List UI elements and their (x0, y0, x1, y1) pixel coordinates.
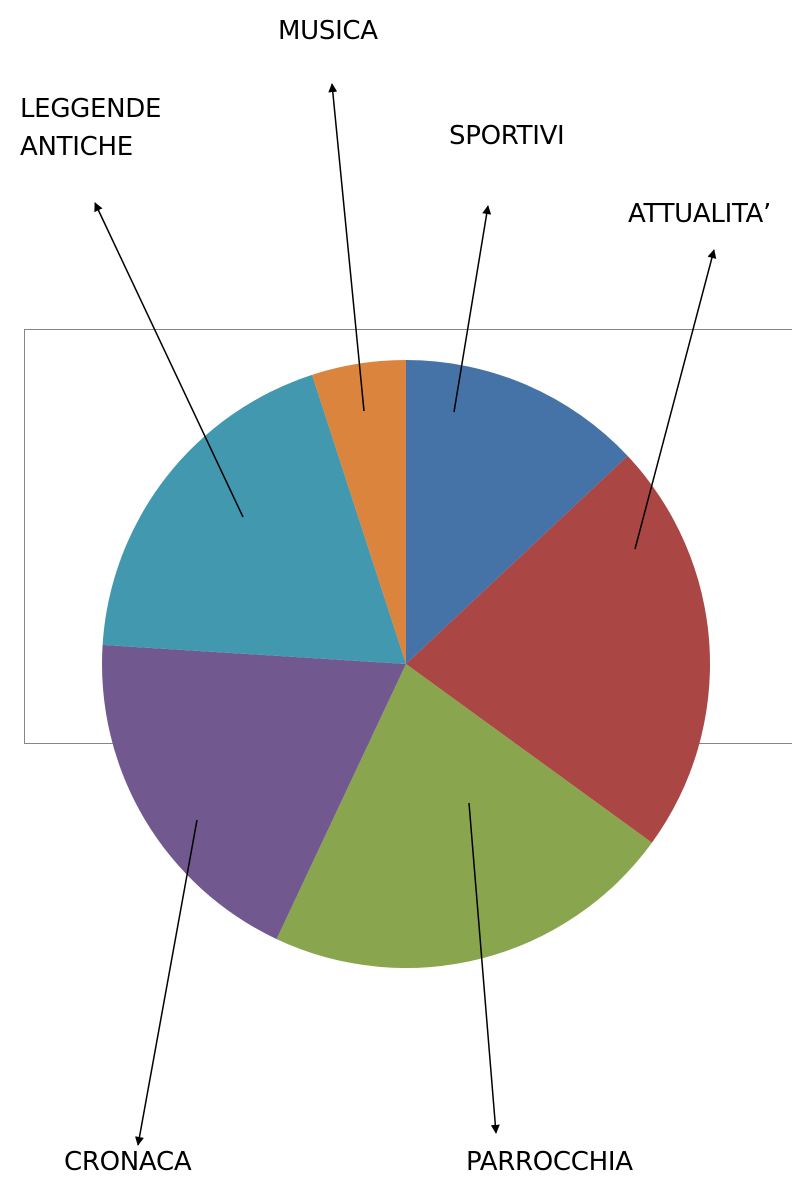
label-cronaca: CRONACA (64, 1143, 192, 1181)
arrow-leggende-antiche (94, 202, 244, 518)
label-leggende-text: LEGGENDE (20, 94, 162, 124)
label-cronaca-text: CRONACA (64, 1147, 192, 1177)
label-musica-text: MUSICA (278, 16, 378, 46)
arrow-musica (328, 83, 365, 412)
pie-slice-parrocchia (276, 664, 652, 969)
label-attualita: ATTUALITA’ (628, 195, 771, 233)
label-attualita-text: ATTUALITA’ (628, 199, 771, 229)
label-musica: MUSICA (278, 12, 378, 50)
pie-slice-cronaca (101, 644, 407, 940)
arrow-sportivi (453, 205, 492, 413)
label-sportivi-text: SPORTIVI (449, 121, 565, 151)
arrow-parrocchia (468, 802, 500, 1134)
pie-slice-sportivi (406, 360, 628, 664)
pie-slice-leggende-antiche (102, 374, 406, 664)
arrow-cronaca (135, 819, 198, 1146)
label-leggende-antiche: LEGGENDE ANTICHE (20, 90, 161, 166)
label-antiche-text: ANTICHE (20, 132, 133, 162)
label-sportivi: SPORTIVI (449, 117, 565, 155)
pie-slice-musica (312, 360, 406, 664)
label-arrows (94, 83, 717, 1146)
arrow-attualita (634, 249, 717, 550)
label-parrocchia: PARROCCHIA (466, 1143, 633, 1181)
label-parrocchia-text: PARROCCHIA (466, 1147, 633, 1177)
pie-slice-attualita (406, 455, 711, 843)
pie-slices (101, 360, 711, 969)
